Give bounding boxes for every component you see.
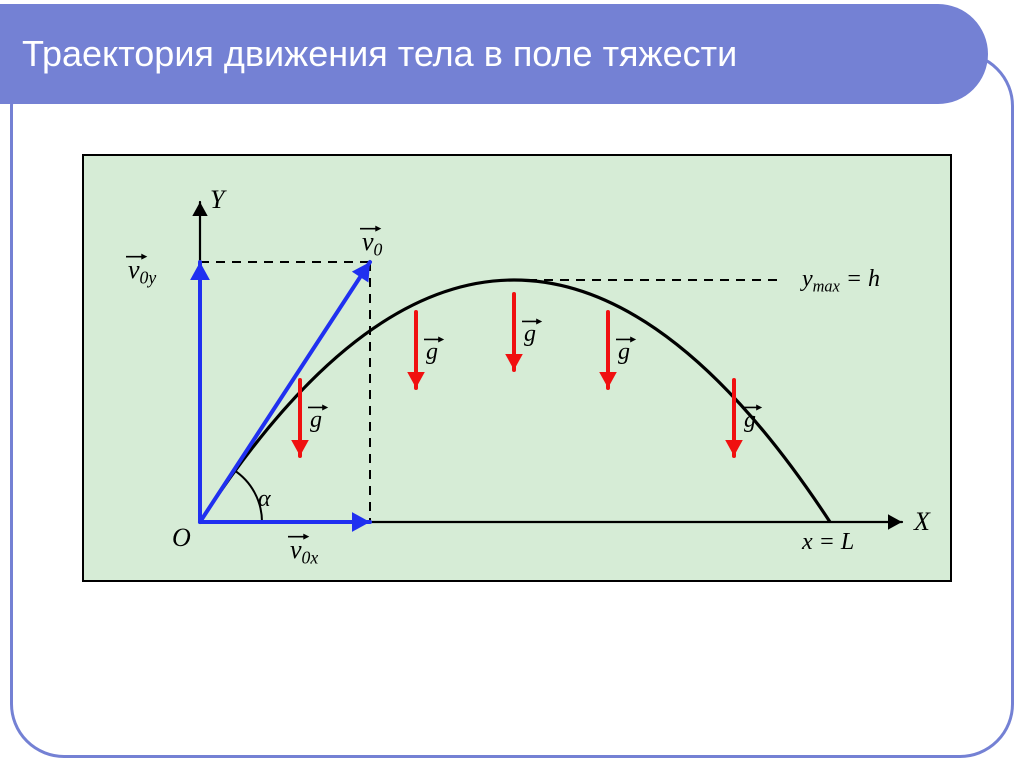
svg-text:x = L: x = L — [801, 529, 854, 555]
slide-title: Траектория движения тела в поле тяжести — [22, 33, 737, 74]
diagram-container: XYOgggggv0v0xv0yαymax = hx = L — [82, 154, 952, 582]
svg-text:ymax = h: ymax = h — [800, 266, 880, 295]
svg-text:g: g — [524, 321, 536, 347]
svg-text:g: g — [744, 407, 756, 433]
svg-text:g: g — [426, 339, 438, 365]
svg-text:Y: Y — [210, 185, 227, 214]
svg-text:O: O — [172, 523, 191, 552]
trajectory-diagram: XYOgggggv0v0xv0yαymax = hx = L — [82, 154, 952, 582]
svg-text:g: g — [310, 407, 322, 433]
svg-text:g: g — [618, 339, 630, 365]
svg-text:X: X — [913, 507, 931, 536]
svg-text:α: α — [258, 486, 271, 512]
title-bar: Траектория движения тела в поле тяжести — [0, 4, 988, 104]
